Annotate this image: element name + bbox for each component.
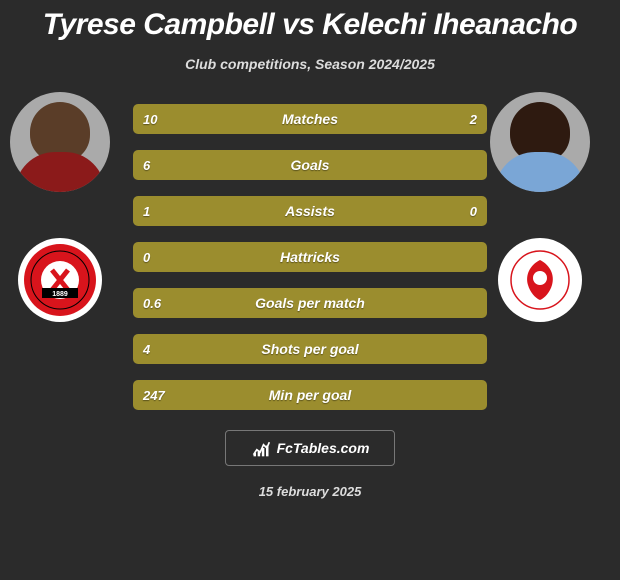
player-left-avatar xyxy=(10,92,110,192)
club-crest-left: 1889 xyxy=(18,238,102,322)
crest-svg xyxy=(510,250,570,310)
watermark-text: FcTables.com xyxy=(277,440,370,456)
crest-year: 1889 xyxy=(52,291,68,298)
stat-label: Matches xyxy=(282,111,338,127)
chart-icon xyxy=(251,438,271,458)
avatar-body xyxy=(495,152,585,192)
stat-row: 0.6 Goals per match xyxy=(133,288,487,318)
stat-row: 247 Min per goal xyxy=(133,380,487,410)
avatar-body xyxy=(15,152,105,192)
page-title: Tyrese Campbell vs Kelechi Iheanacho xyxy=(0,0,620,42)
stat-label: Shots per goal xyxy=(261,341,358,357)
club-crest-right xyxy=(498,238,582,322)
stat-value-left: 10 xyxy=(143,112,157,127)
stat-label: Assists xyxy=(285,203,335,219)
crest-svg: 1889 xyxy=(30,250,90,310)
comparison-panel: 1889 10 Matches 2 6 Goals 1 Assists 0 0 Hattricks… xyxy=(0,104,620,410)
stat-value-left: 4 xyxy=(143,342,150,357)
stat-label: Goals per match xyxy=(255,295,365,311)
stat-row: 6 Goals xyxy=(133,150,487,180)
crest-inner: 1889 xyxy=(24,244,96,316)
stat-label: Min per goal xyxy=(269,387,351,403)
stat-row: 4 Shots per goal xyxy=(133,334,487,364)
stat-row: 10 Matches 2 xyxy=(133,104,487,134)
player-right-avatar xyxy=(490,92,590,192)
stat-value-left: 6 xyxy=(143,158,150,173)
stat-label: Goals xyxy=(291,157,330,173)
stat-value-right: 0 xyxy=(470,204,477,219)
crest-inner xyxy=(504,244,576,316)
stat-value-left: 0.6 xyxy=(143,296,161,311)
date-label: 15 february 2025 xyxy=(0,484,620,499)
stat-value-left: 1 xyxy=(143,204,150,219)
watermark[interactable]: FcTables.com xyxy=(225,430,395,466)
stat-value-left: 247 xyxy=(143,388,165,403)
stat-label: Hattricks xyxy=(280,249,340,265)
stat-row: 1 Assists 0 xyxy=(133,196,487,226)
stats-list: 10 Matches 2 6 Goals 1 Assists 0 0 Hattricks 0.6 Go… xyxy=(133,104,487,410)
stat-row: 0 Hattricks xyxy=(133,242,487,272)
stat-value-right: 2 xyxy=(470,112,477,127)
subtitle: Club competitions, Season 2024/2025 xyxy=(0,56,620,72)
stat-value-left: 0 xyxy=(143,250,150,265)
